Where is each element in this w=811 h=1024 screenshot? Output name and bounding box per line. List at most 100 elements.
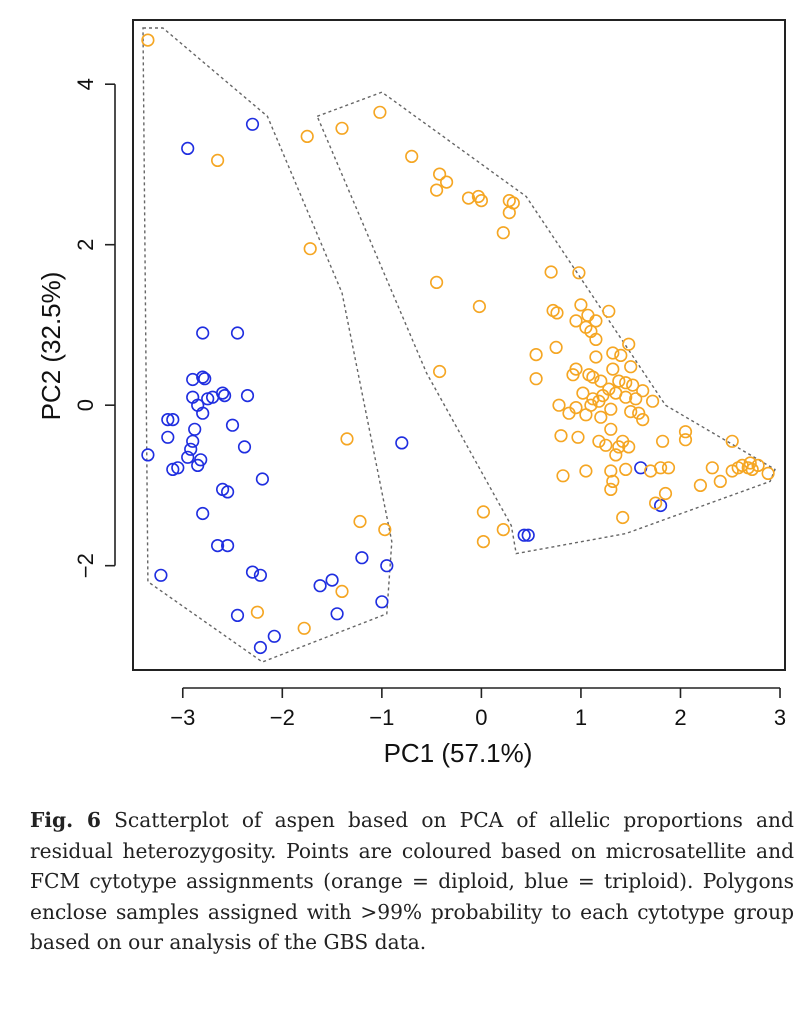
diploid-point — [661, 461, 676, 475]
diploid-point — [250, 605, 264, 619]
diploid-point — [544, 265, 558, 279]
diploid-point — [619, 376, 633, 390]
diploid-point — [705, 461, 719, 475]
triploid-point — [313, 579, 327, 593]
triploid-point — [395, 436, 409, 450]
triploid-point — [196, 506, 210, 521]
diploid-point — [693, 478, 708, 493]
diploid-point — [629, 392, 643, 406]
diploid-point — [624, 360, 638, 374]
diploid-point — [622, 440, 636, 454]
diploid-point — [606, 474, 620, 489]
diploid-point — [476, 534, 491, 549]
x-tick-label: 2 — [674, 705, 686, 730]
triploid-point — [380, 559, 394, 573]
diploid-point — [562, 406, 576, 420]
plot-frame — [132, 19, 786, 671]
diploid-point — [576, 386, 590, 400]
diploid-point — [566, 368, 580, 382]
triploid-point — [267, 629, 281, 643]
diploid-point — [624, 405, 638, 419]
triploid-point — [191, 458, 205, 473]
diploid-point — [378, 522, 392, 537]
x-tick-label: 1 — [575, 705, 587, 730]
cytotype-polygon-2 — [316, 91, 776, 555]
x-axis-title: PC1 (57.1%) — [384, 738, 533, 768]
caption-text: Scatterplot of aspen based on PCA of all… — [30, 808, 794, 954]
diploid-point — [335, 584, 349, 599]
x-tick-label: −3 — [170, 705, 195, 730]
triploid-point — [181, 141, 195, 155]
diploid-point — [594, 410, 608, 424]
triploid-point — [211, 538, 225, 553]
diploid-point — [440, 175, 454, 189]
triploid-point — [221, 485, 235, 499]
diploid-point — [471, 189, 486, 204]
triploid-point — [375, 595, 389, 609]
diploid-point — [433, 167, 447, 181]
triploid-point — [245, 117, 260, 131]
triploid-point — [196, 326, 210, 340]
triploid-point — [255, 472, 270, 486]
diploid-point — [579, 408, 593, 422]
diploid-point — [586, 370, 600, 384]
diploid-point — [549, 340, 563, 355]
scatter-plot: −3 −2 −1 0 1 2 3 −2 0 2 4 PC1 (57.1%) PC2 (32.5%) — [36, 19, 786, 768]
diploid-point — [655, 434, 670, 448]
diploid-point — [636, 384, 650, 398]
diploid-point — [529, 372, 543, 386]
diploid-point — [569, 314, 583, 328]
diploid-point — [606, 346, 620, 360]
diploid-point — [571, 430, 585, 444]
diploid-point — [594, 374, 608, 388]
diploid-point — [405, 149, 419, 163]
diploid-point — [751, 458, 765, 473]
diploid-point — [554, 429, 568, 443]
triploid-point — [225, 418, 240, 432]
y-tick-label: 4 — [73, 78, 98, 90]
triploid-point — [186, 434, 200, 448]
diploid-point — [297, 621, 311, 635]
y-tick-label: −2 — [73, 553, 98, 578]
diploid-point — [300, 129, 314, 143]
diploid-point — [353, 514, 367, 529]
diploid-point — [636, 413, 650, 427]
diploid-point — [335, 121, 349, 135]
triploid-point — [325, 573, 339, 587]
diploid-point — [604, 464, 618, 478]
y-tick-label: 2 — [73, 239, 98, 251]
diploid-point — [589, 350, 603, 364]
diploid-point — [552, 398, 566, 412]
diploid-point — [619, 390, 633, 404]
diploid-point — [616, 510, 630, 525]
diploid-point — [612, 440, 626, 454]
diploid-point — [496, 522, 510, 537]
diploid-point — [579, 464, 593, 478]
diploid-point — [430, 183, 444, 197]
diploid-point — [604, 402, 618, 416]
triploid-point — [221, 538, 235, 553]
y-tick-label: 0 — [73, 399, 98, 411]
cytotype-polygon-1 — [142, 27, 393, 663]
triploid-point — [253, 640, 267, 655]
triploid-point — [517, 528, 531, 542]
triploid-point — [181, 450, 195, 464]
point-layer — [141, 33, 775, 655]
triploid-point — [253, 568, 267, 582]
x-tick-label: 3 — [774, 705, 786, 730]
triploid-point — [154, 568, 168, 582]
diploid-point — [658, 486, 673, 501]
triploid-point — [330, 607, 344, 621]
diploid-point — [612, 374, 626, 388]
diploid-point — [141, 33, 155, 47]
triploid-point — [198, 372, 212, 386]
diploid-point — [606, 362, 620, 376]
diploid-point — [529, 348, 543, 362]
diploid-point — [609, 448, 623, 462]
diploid-point — [725, 434, 739, 448]
diploid-point — [678, 433, 693, 447]
diploid-point — [303, 242, 317, 256]
diploid-point — [550, 306, 564, 320]
diploid-point — [604, 482, 618, 497]
